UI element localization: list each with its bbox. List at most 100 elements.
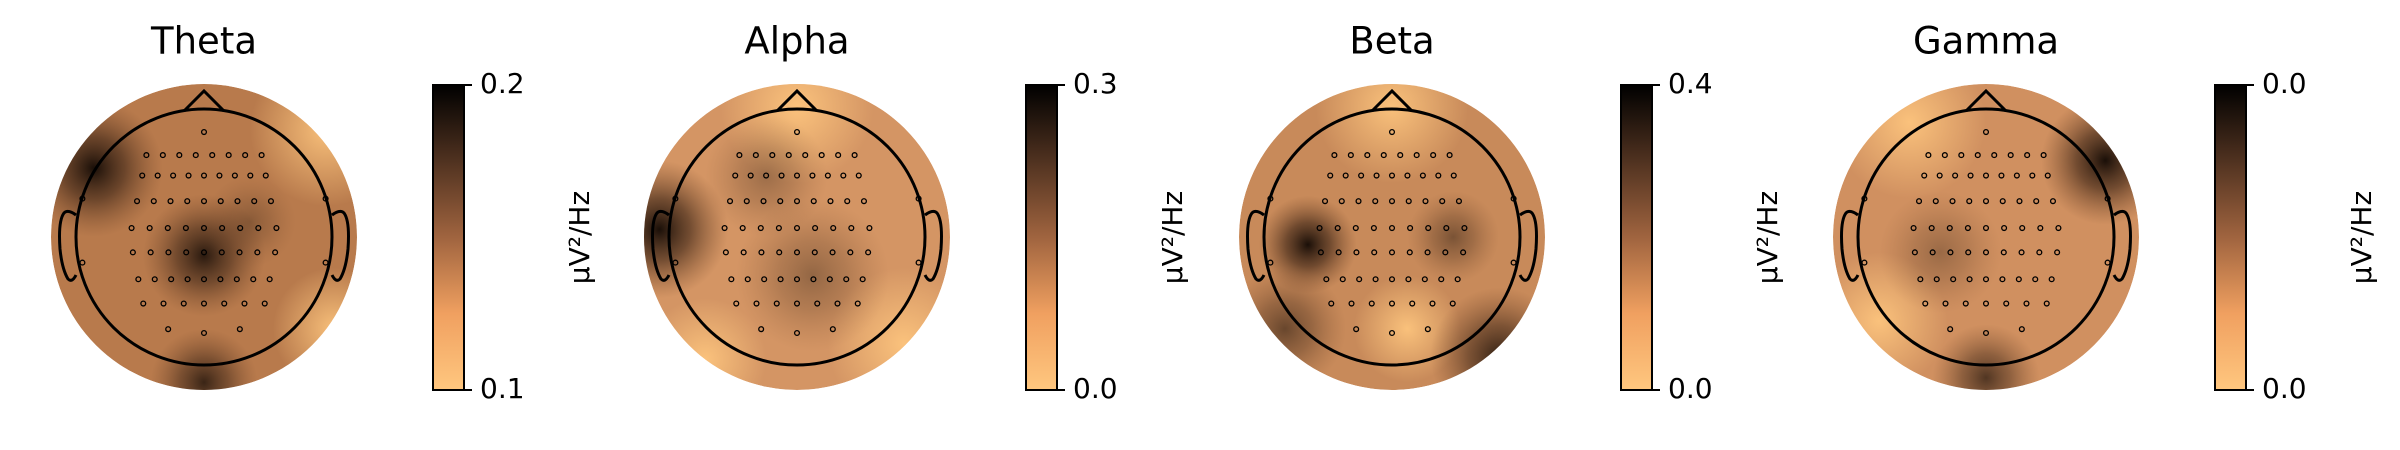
- sensor: [1966, 276, 1973, 283]
- sensor: [865, 249, 872, 256]
- sensor: [273, 224, 280, 232]
- sensor: [1921, 172, 1928, 179]
- sensor: [747, 172, 754, 179]
- sensor: [165, 326, 172, 333]
- sensor: [251, 198, 258, 205]
- sensor: [1974, 152, 1981, 159]
- heatmap-blob: [204, 175, 296, 268]
- sensor: [2032, 276, 2039, 283]
- sensor: [1421, 276, 1428, 283]
- heatmap: [1833, 84, 2139, 390]
- sensor: [1941, 152, 1948, 159]
- sensor: [150, 198, 157, 205]
- sensor: [1947, 326, 1954, 333]
- topomap-panel: Beta 0.4 0.0 µV²/Hz: [1239, 20, 1784, 405]
- sensor: [1338, 198, 1345, 205]
- panel-title: Gamma: [1913, 20, 2059, 63]
- sensor: [2015, 276, 2022, 283]
- sensor: [1371, 249, 1378, 256]
- heatmap-blob: [150, 328, 258, 390]
- ear: [330, 209, 350, 282]
- sensor: [128, 224, 135, 232]
- sensor: [1388, 128, 1396, 136]
- sensor: [258, 152, 265, 159]
- sensor: [672, 259, 679, 266]
- sensor: [241, 300, 248, 307]
- colorbar-tick-label: 0.2: [480, 67, 525, 100]
- sensor: [1430, 152, 1437, 159]
- sensor: [726, 198, 734, 205]
- colorbar-label: µV²/Hz: [1156, 191, 1189, 284]
- sensor: [1950, 276, 1957, 283]
- sensor: [1952, 172, 1959, 179]
- sensor: [1348, 300, 1355, 307]
- topomap-panel: Gamma 0.0 0.0 µV²/Hz: [1833, 20, 2378, 405]
- sensor: [139, 172, 146, 179]
- sensor: [1388, 276, 1396, 283]
- panel-title: Theta: [150, 20, 257, 63]
- sensor: [200, 198, 208, 205]
- sensor: [830, 224, 837, 232]
- sensor: [225, 152, 232, 159]
- sensor: [812, 224, 819, 232]
- sensor: [1388, 300, 1396, 307]
- sensor: [266, 276, 273, 283]
- head-outline: [667, 107, 927, 367]
- colorbar-label: µV²/Hz: [563, 191, 596, 284]
- sensor: [758, 249, 765, 256]
- sensor: [1439, 198, 1446, 205]
- sensor: [1965, 249, 1972, 256]
- sensor: [200, 329, 208, 337]
- sensor: [254, 249, 261, 256]
- sensor: [233, 276, 240, 283]
- sensor: [2003, 300, 2010, 307]
- sensor: [769, 152, 776, 159]
- colorbar-label: µV²/Hz: [2345, 191, 2378, 284]
- sensor: [147, 249, 154, 256]
- sensor: [1372, 198, 1379, 205]
- sensor: [763, 172, 770, 179]
- sensor: [1982, 300, 1990, 307]
- sensor: [2018, 326, 2025, 333]
- sensor: [1967, 172, 1974, 179]
- sensor: [200, 172, 208, 179]
- sensor: [1999, 276, 2006, 283]
- sensor: [1334, 224, 1341, 232]
- sensor: [2016, 198, 2023, 205]
- sensor: [140, 300, 147, 307]
- sensor: [1353, 326, 1360, 333]
- sensor: [1982, 329, 1990, 337]
- heatmap-blob: [51, 99, 163, 237]
- sensor: [200, 300, 208, 307]
- sensor: [154, 172, 161, 179]
- sensor: [2037, 224, 2044, 232]
- sensor: [2055, 224, 2062, 232]
- sensor: [1317, 249, 1324, 256]
- sensor: [793, 249, 801, 256]
- sensor: [793, 300, 801, 307]
- sensor: [721, 224, 728, 232]
- sensor: [1936, 172, 1943, 179]
- sensor: [811, 249, 818, 256]
- sensor: [793, 329, 801, 337]
- sensor: [1861, 259, 1868, 266]
- heatmap-blob: [1407, 191, 1500, 283]
- sensor: [793, 198, 801, 205]
- sensor: [1982, 276, 1990, 283]
- sensor: [859, 276, 866, 283]
- sensor: [848, 224, 855, 232]
- sensor: [1461, 224, 1468, 232]
- sensor: [818, 152, 825, 159]
- sensor: [79, 195, 86, 202]
- sensor: [1982, 224, 1990, 232]
- sensor: [829, 326, 836, 333]
- sensor: [753, 300, 760, 307]
- sensor: [1910, 224, 1917, 232]
- sensor: [262, 172, 269, 179]
- colorbar: [1620, 84, 1653, 391]
- sensor: [1267, 259, 1274, 266]
- sensor: [777, 198, 784, 205]
- sensor: [1335, 249, 1342, 256]
- sensor: [1425, 224, 1432, 232]
